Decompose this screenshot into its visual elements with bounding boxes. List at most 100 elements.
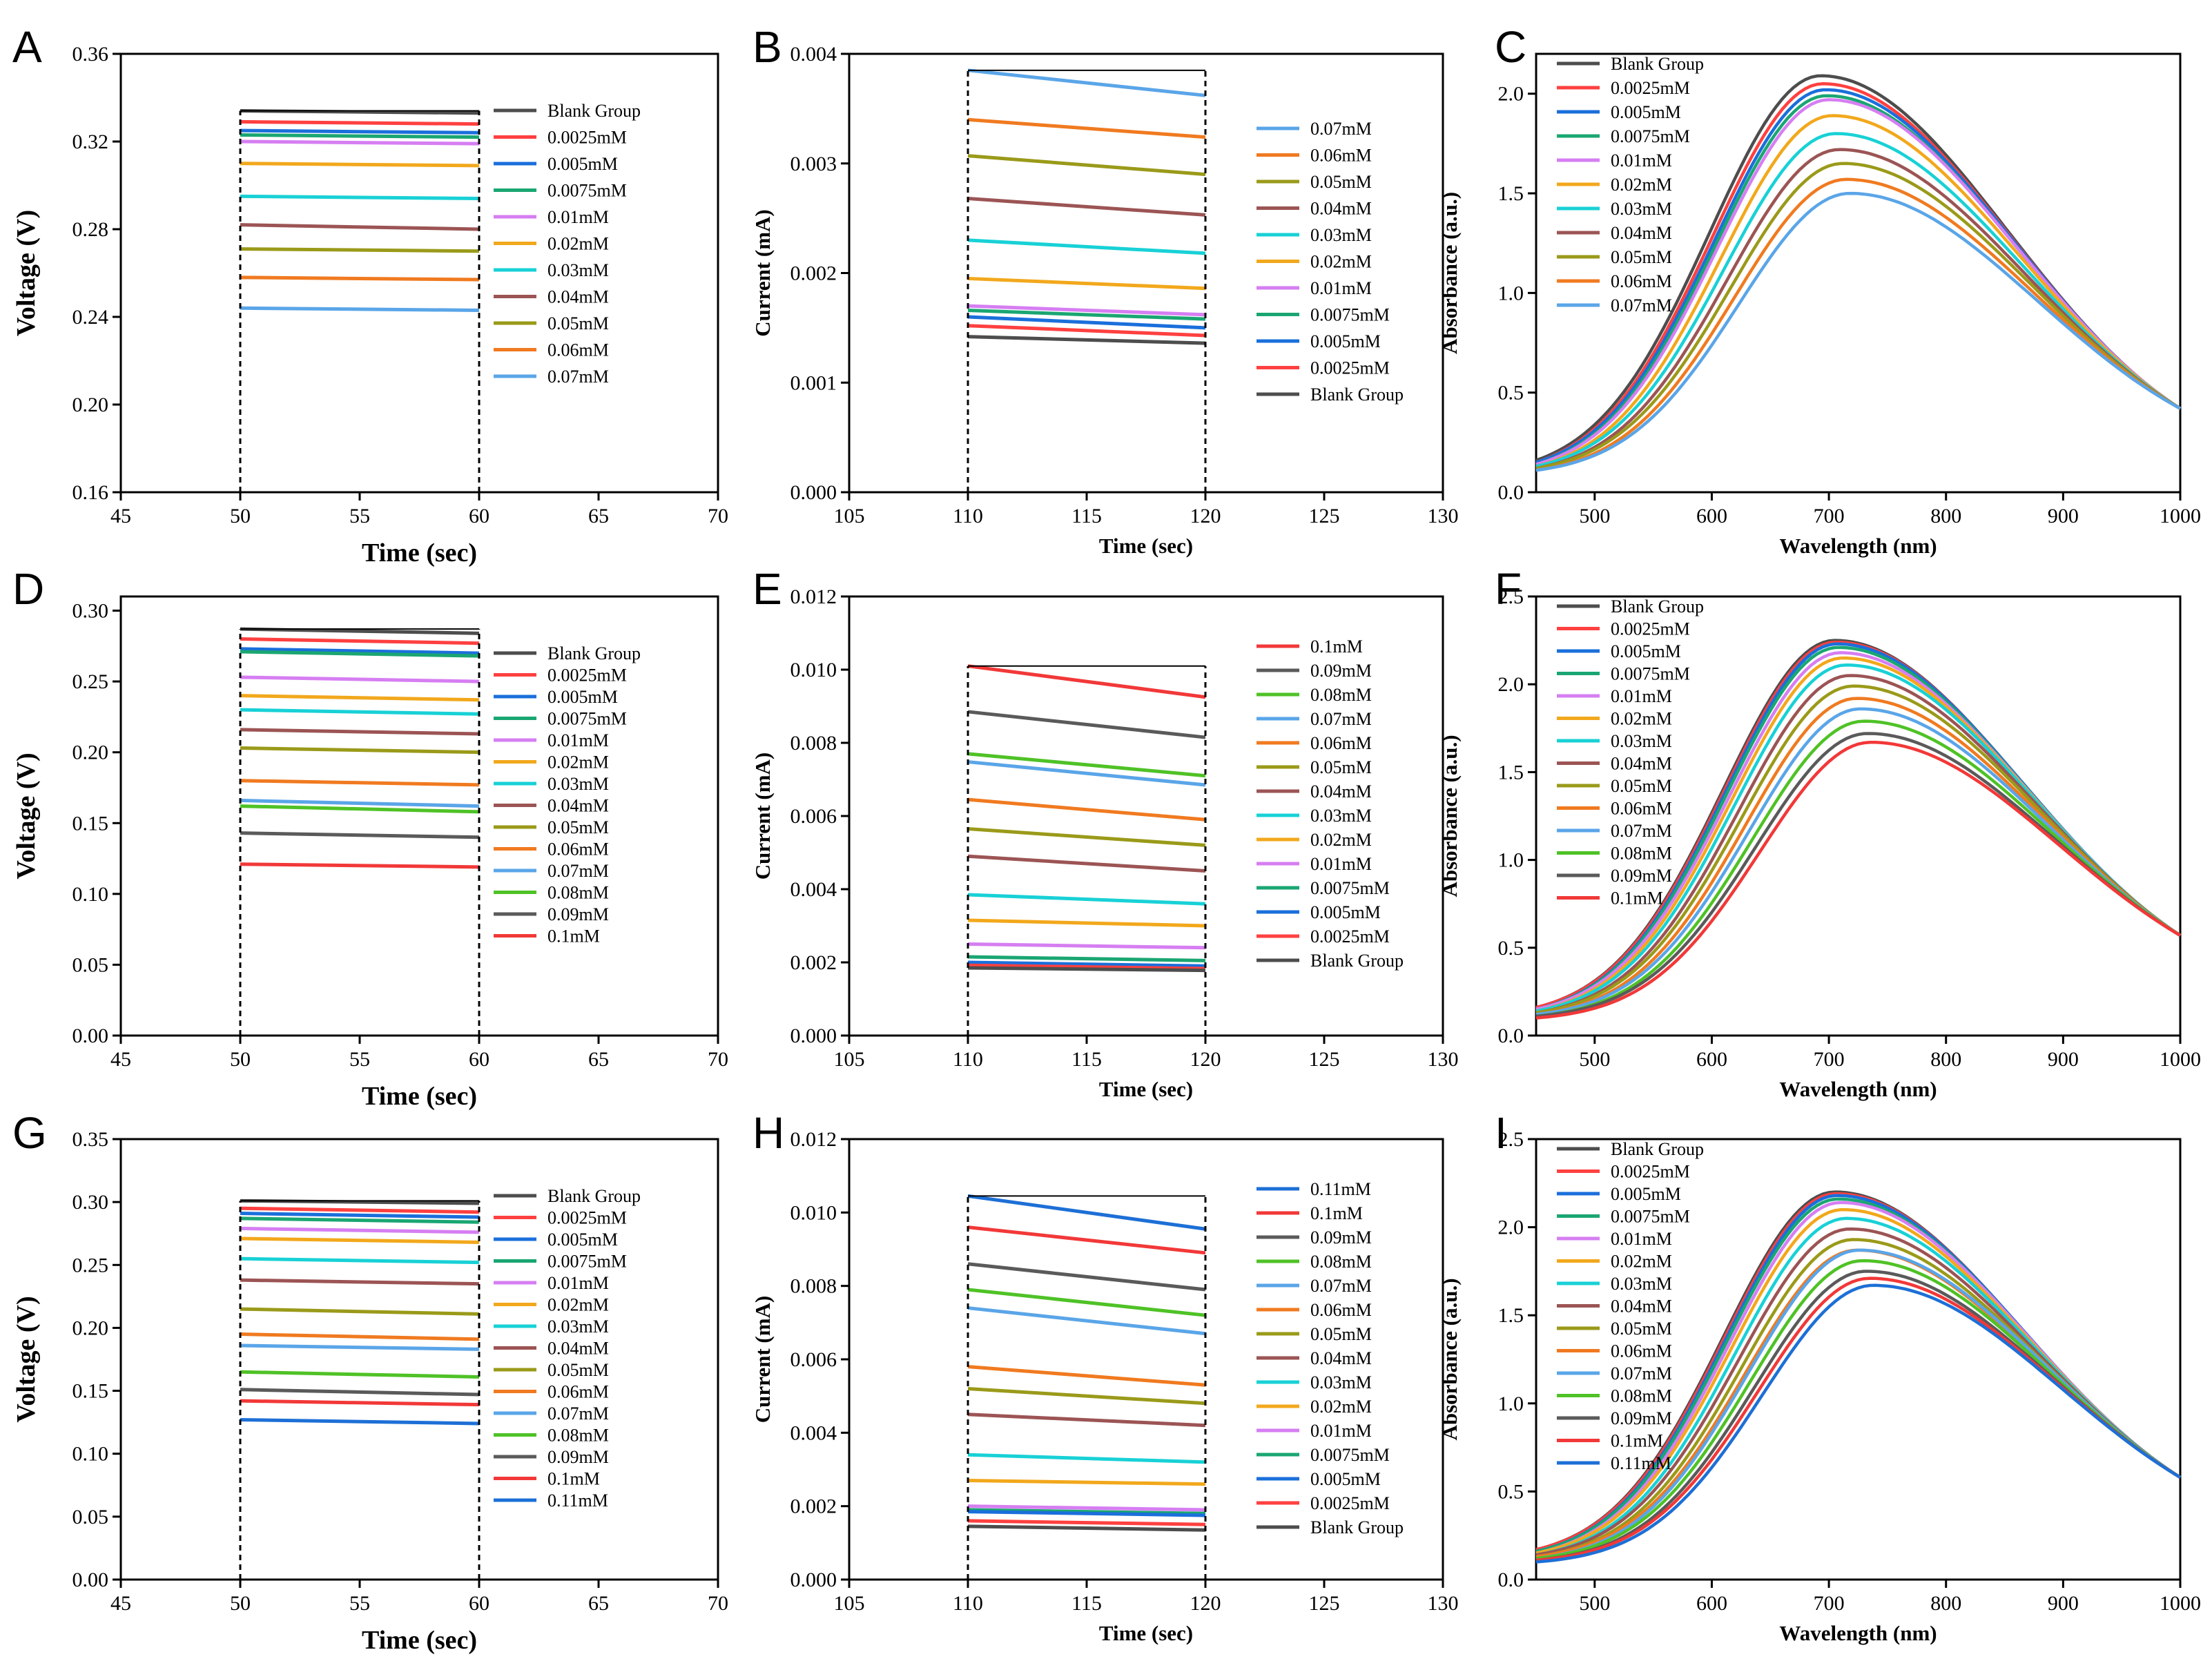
x-tick-label: 900 bbox=[2048, 1592, 2079, 1615]
legend-label: 0.01mM bbox=[1611, 151, 1672, 171]
panel-label: E bbox=[753, 564, 782, 614]
legend-item: 0.0025mM bbox=[494, 666, 627, 686]
legend-label: 0.08mM bbox=[547, 1426, 609, 1446]
legend-label: 0.03mM bbox=[547, 1317, 609, 1337]
y-tick-label: 0.20 bbox=[72, 394, 109, 416]
series-line bbox=[967, 315, 1206, 330]
series-line bbox=[967, 827, 1206, 847]
x-tick-label: 125 bbox=[1309, 1592, 1340, 1615]
y-tick-label: 0.00 bbox=[72, 1025, 109, 1047]
legend-label: 0.02mM bbox=[1310, 830, 1372, 850]
y-tick-label: 0.30 bbox=[72, 1191, 109, 1214]
legend-item: 0.01mM bbox=[1257, 1421, 1372, 1441]
x-tick-label: 120 bbox=[1190, 505, 1221, 527]
x-tick-label: 125 bbox=[1309, 1048, 1340, 1071]
panel-A: A 45 50 55 60 65 70 0.16 0.20 0.24 0.28 0.32 0.36 Tim… bbox=[12, 22, 728, 567]
y-tick-label: 0.16 bbox=[72, 481, 109, 504]
legend-label: 0.05mM bbox=[1611, 1319, 1672, 1339]
legend-label: 0.1mM bbox=[1611, 1431, 1663, 1451]
legend-label: 0.05mM bbox=[1310, 757, 1372, 777]
plot-frame bbox=[119, 1138, 719, 1581]
legend-item: 0.0075mM bbox=[1557, 664, 1690, 684]
legend-label: 0.0025mM bbox=[547, 128, 627, 148]
y-tick-label: 2.0 bbox=[1498, 83, 1524, 106]
legend-label: 0.06mM bbox=[1310, 146, 1372, 166]
legend-label: 0.005mM bbox=[547, 1230, 618, 1250]
x-axis-title: Wavelength (nm) bbox=[1779, 1621, 1937, 1645]
legend-label: 0.09mM bbox=[547, 904, 609, 924]
legend-label: 0.04mM bbox=[1310, 781, 1372, 802]
legend-label: 0.0075mM bbox=[547, 181, 627, 201]
series-line bbox=[1535, 684, 2182, 1015]
legend-label: Blank Group bbox=[1611, 54, 1704, 74]
legend-label: 0.07mM bbox=[1310, 1276, 1372, 1296]
series-line bbox=[1535, 719, 2182, 1018]
series-line bbox=[1535, 132, 2182, 468]
x-tick-label: 105 bbox=[834, 1592, 865, 1615]
series-line bbox=[240, 694, 480, 702]
legend-label: 0.09mM bbox=[1611, 1408, 1672, 1428]
legend-label: Blank Group bbox=[1310, 951, 1404, 971]
series-line bbox=[240, 1212, 480, 1219]
panel-label: I bbox=[1495, 1108, 1507, 1158]
series-line bbox=[1535, 740, 2182, 1020]
series-line bbox=[967, 1510, 1206, 1517]
legend-label: 0.08mM bbox=[1310, 1252, 1372, 1272]
series-line bbox=[967, 1365, 1206, 1387]
x-tick-label: 700 bbox=[1814, 1048, 1845, 1071]
legend-item: 0.11mM bbox=[1557, 1453, 1671, 1473]
legend-label: 0.05mM bbox=[547, 1360, 609, 1380]
legend-item: 0.0075mM bbox=[1257, 878, 1390, 898]
legend-item: 0.05mM bbox=[1257, 757, 1372, 777]
legend-label: 0.11mM bbox=[1611, 1453, 1671, 1473]
x-axis-title: Wavelength (nm) bbox=[1779, 1077, 1937, 1101]
y-tick-label: 1.5 bbox=[1498, 182, 1524, 205]
y-tick-label: 0.10 bbox=[72, 883, 109, 906]
legend-label: 0.02mM bbox=[547, 753, 609, 773]
x-tick-label: 1000 bbox=[2160, 1048, 2201, 1071]
legend-label: 0.1mM bbox=[1310, 637, 1363, 657]
legend-label: 0.0075mM bbox=[547, 709, 627, 729]
plot-frame bbox=[1535, 595, 2182, 1037]
legend-label: 0.03mM bbox=[1611, 731, 1672, 751]
legend-label: Blank Group bbox=[547, 643, 641, 663]
series-line bbox=[240, 862, 480, 869]
y-tick-label: 0.05 bbox=[72, 1506, 109, 1528]
y-tick-label: 0.006 bbox=[790, 1348, 837, 1371]
x-tick-label: 60 bbox=[469, 1592, 489, 1615]
x-tick-label: 105 bbox=[834, 1048, 865, 1071]
series-line bbox=[240, 637, 480, 645]
y-tick-label: 0.20 bbox=[72, 1317, 109, 1339]
legend-item: 0.1mM bbox=[494, 1469, 600, 1489]
legend-item: 0.09mM bbox=[1557, 1408, 1672, 1428]
legend-label: 0.06mM bbox=[1310, 733, 1372, 753]
legend-item: 0.0025mM bbox=[1257, 926, 1390, 946]
x-tick-label: 70 bbox=[708, 505, 728, 527]
x-tick-label: 50 bbox=[230, 1592, 251, 1615]
legend-item: 0.04mM bbox=[1257, 1348, 1372, 1368]
y-tick-label: 2.0 bbox=[1498, 673, 1524, 696]
legend-label: 0.08mM bbox=[1310, 685, 1372, 705]
legend-label: 0.01mM bbox=[1310, 854, 1372, 874]
legend-item: 0.03mM bbox=[1557, 731, 1672, 751]
legend-item: 0.02mM bbox=[1257, 830, 1372, 850]
x-tick-label: 45 bbox=[110, 1592, 131, 1615]
legend-item: 0.005mM bbox=[1557, 1184, 1681, 1204]
legend-item: 0.0025mM bbox=[1557, 1162, 1690, 1182]
series-line bbox=[967, 760, 1206, 787]
legend-item: 0.0075mM bbox=[494, 709, 627, 729]
y-axis-title: Absorbance (a.u.) bbox=[1437, 735, 1462, 897]
series-line bbox=[240, 1332, 480, 1341]
legend-item: 0.04mM bbox=[494, 287, 609, 307]
x-tick-label: 800 bbox=[1930, 505, 1961, 527]
series-line bbox=[240, 119, 480, 126]
legend-label: 0.07mM bbox=[547, 861, 609, 881]
legend-item: 0.02mM bbox=[494, 234, 609, 254]
legend-label: 0.06mM bbox=[1611, 799, 1672, 819]
y-tick-label: 1.0 bbox=[1498, 282, 1524, 304]
y-axis-title: Voltage (V) bbox=[12, 1296, 41, 1422]
series-line bbox=[1535, 162, 2182, 470]
legend-item: 0.07mM bbox=[494, 861, 609, 881]
legend-label: 0.09mM bbox=[1310, 661, 1372, 681]
